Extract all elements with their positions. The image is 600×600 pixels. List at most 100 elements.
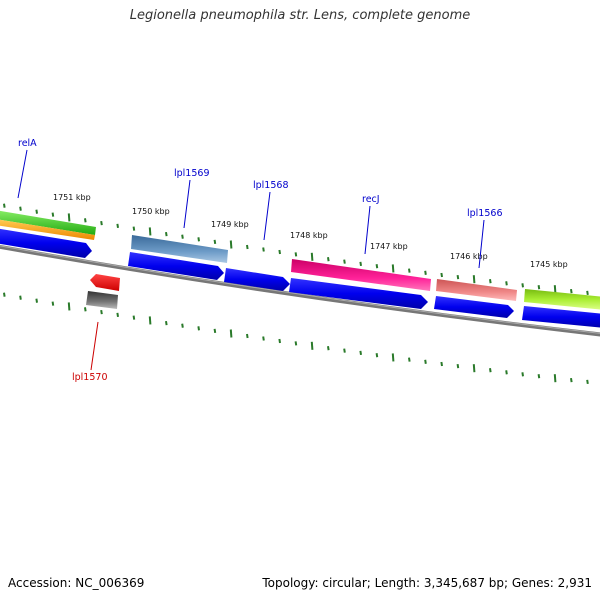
lower-ticks-mark <box>51 301 55 306</box>
genome-backbone <box>0 244 600 337</box>
upper-ticks-mark <box>294 252 298 257</box>
gene-label-recJ[interactable]: recJ <box>362 194 380 205</box>
upper-ticks-mark <box>440 272 443 278</box>
upper-ticks-mark <box>84 218 87 223</box>
upper-ticks-mark <box>3 203 6 208</box>
lower-ticks-mark <box>359 350 362 356</box>
lower-ticks-mark <box>424 359 427 364</box>
lower-ticks-mark <box>440 361 443 367</box>
cds-recJ-arrow <box>289 278 428 309</box>
map-title: Legionella pneumophila str. Lens, comple… <box>129 8 471 23</box>
upper-ticks-mark <box>100 220 103 226</box>
ruler-label-1748: 1748 kbp <box>290 231 328 240</box>
lower-ticks-mark <box>229 329 233 338</box>
gene-label-lpl1566[interactable]: lpl1566 <box>467 208 503 219</box>
upper-ticks-mark <box>262 247 265 252</box>
upper-tick-track <box>3 203 589 296</box>
upper-ticks-mark <box>310 252 314 261</box>
upper-ticks-mark <box>213 239 217 245</box>
lower-ticks-mark <box>116 312 119 318</box>
lower-ticks-mark <box>132 315 136 320</box>
lower-ticks-mark <box>408 357 411 362</box>
ruler-label-1747: 1747 kbp <box>370 242 408 251</box>
upper-ticks-mark <box>229 240 233 249</box>
leader-lpl1570 <box>90 321 99 371</box>
upper-ticks-mark <box>35 209 38 214</box>
upper-ticks-mark <box>570 288 573 294</box>
lower-ticks-mark <box>165 320 168 326</box>
lower-ticks-mark <box>278 338 281 344</box>
ruler-label-1751: 1751 kbp <box>53 193 91 202</box>
lower-ticks-mark <box>505 370 508 375</box>
feature-relA-orange <box>0 219 95 240</box>
gene-label-lpl1569[interactable]: lpl1569 <box>174 168 210 179</box>
lower-ticks-mark <box>343 348 346 353</box>
upper-ticks-mark <box>343 259 346 264</box>
cds-relA-arrow <box>0 228 92 258</box>
upper-ticks-mark <box>165 231 168 237</box>
upper-ticks-mark <box>359 261 362 267</box>
lower-ticks-mark <box>327 346 330 351</box>
gene-label-lpl1568[interactable]: lpl1568 <box>253 180 289 191</box>
lower-ticks-mark <box>391 353 395 362</box>
lower-ticks-mark <box>310 341 314 350</box>
upper-ticks-mark <box>132 226 136 231</box>
lower-ticks-mark <box>84 307 87 312</box>
lower-ticks-mark <box>521 372 524 377</box>
lower-ticks-mark <box>3 292 6 297</box>
lower-ticks-mark <box>262 336 265 341</box>
upper-ticks-mark <box>472 275 476 284</box>
lower-ticks-mark <box>148 316 152 325</box>
accession-text: Accession: NC_006369 <box>8 576 145 590</box>
upper-ticks-mark <box>19 206 22 211</box>
upper-ticks-mark <box>246 244 249 250</box>
gene-label-lpl1570[interactable]: lpl1570 <box>72 372 108 383</box>
leader-lpl1568 <box>263 191 271 241</box>
feature-lpl1569-steel <box>131 235 228 263</box>
lower-ticks-mark <box>67 302 71 311</box>
lower-ticks-mark <box>181 323 184 328</box>
cds-lpl1570-arrow <box>90 274 120 291</box>
upper-ticks-mark <box>505 281 508 286</box>
cds-lpl1568-arrow <box>224 268 290 291</box>
upper-ticks-mark <box>67 213 71 222</box>
lower-ticks-mark <box>294 341 298 346</box>
leader-recJ <box>364 205 371 255</box>
ruler-label-1749: 1749 kbp <box>211 220 249 229</box>
lower-ticks-mark <box>456 363 460 369</box>
upper-ticks-mark <box>408 268 411 273</box>
lower-tick-track <box>3 292 589 385</box>
gene-label-relA[interactable]: relA <box>18 138 37 149</box>
upper-ticks-mark <box>586 290 589 296</box>
feature-relA-green <box>0 210 96 235</box>
lower-ticks-mark <box>489 368 492 373</box>
upper-ticks-mark <box>181 234 184 239</box>
upper-ticks-mark <box>278 249 281 255</box>
upper-ticks-mark <box>553 285 557 294</box>
upper-ticks-mark <box>424 270 427 275</box>
feature-recJ-magenta <box>291 259 431 291</box>
lower-ticks-mark <box>197 326 200 331</box>
lower-ticks-mark <box>375 353 379 358</box>
feature-lime <box>524 289 600 310</box>
upper-ticks-mark <box>375 264 379 269</box>
upper-ticks-mark <box>456 274 460 280</box>
upper-ticks-mark <box>521 283 524 288</box>
lower-ticks-mark <box>570 377 573 383</box>
feature-lpl1570-gray <box>86 291 118 309</box>
cds-lpl1566-arrow <box>434 296 514 318</box>
lower-ticks-mark <box>35 298 38 303</box>
lower-ticks-mark <box>537 374 541 379</box>
cds-lpl1569-arrow <box>128 252 224 280</box>
ruler-label-1750: 1750 kbp <box>132 207 170 216</box>
lower-ticks-mark <box>586 379 589 385</box>
upper-ticks-mark <box>197 237 200 242</box>
upper-ticks-mark <box>391 264 395 273</box>
leader-relA <box>17 149 28 199</box>
ruler-label-1745: 1745 kbp <box>530 260 568 269</box>
cds-last-arrow <box>522 306 600 328</box>
upper-ticks-mark <box>537 285 541 290</box>
lower-ticks-mark <box>100 309 103 315</box>
